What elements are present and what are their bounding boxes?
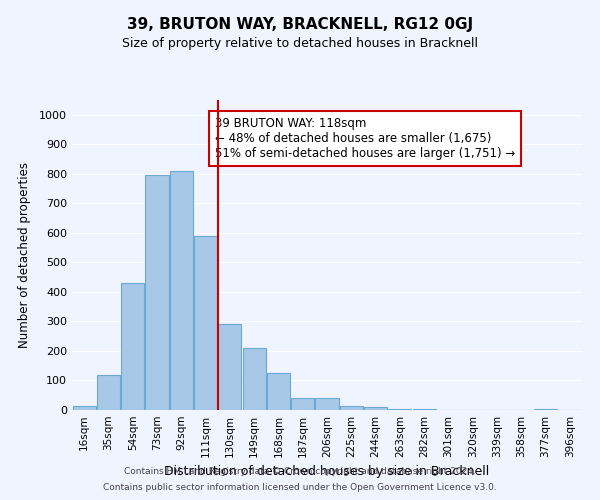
Bar xyxy=(364,407,387,410)
Bar xyxy=(170,171,193,410)
Bar xyxy=(534,408,557,410)
Bar xyxy=(121,283,144,410)
Bar xyxy=(145,176,169,410)
Text: Contains public sector information licensed under the Open Government Licence v3: Contains public sector information licen… xyxy=(103,484,497,492)
Bar xyxy=(388,408,412,410)
Y-axis label: Number of detached properties: Number of detached properties xyxy=(18,162,31,348)
Bar xyxy=(242,348,266,410)
Bar xyxy=(194,236,217,410)
Bar xyxy=(97,374,120,410)
Bar xyxy=(218,324,241,410)
X-axis label: Distribution of detached houses by size in Bracknell: Distribution of detached houses by size … xyxy=(164,466,490,478)
Text: Size of property relative to detached houses in Bracknell: Size of property relative to detached ho… xyxy=(122,38,478,51)
Text: Contains HM Land Registry data © Crown copyright and database right 2024.: Contains HM Land Registry data © Crown c… xyxy=(124,467,476,476)
Bar xyxy=(73,406,95,410)
Bar xyxy=(291,398,314,410)
Text: 39, BRUTON WAY, BRACKNELL, RG12 0GJ: 39, BRUTON WAY, BRACKNELL, RG12 0GJ xyxy=(127,18,473,32)
Bar xyxy=(267,373,290,410)
Bar xyxy=(316,398,338,410)
Bar xyxy=(340,406,363,410)
Text: 39 BRUTON WAY: 118sqm
← 48% of detached houses are smaller (1,675)
51% of semi-d: 39 BRUTON WAY: 118sqm ← 48% of detached … xyxy=(215,117,515,160)
Bar xyxy=(413,408,436,410)
